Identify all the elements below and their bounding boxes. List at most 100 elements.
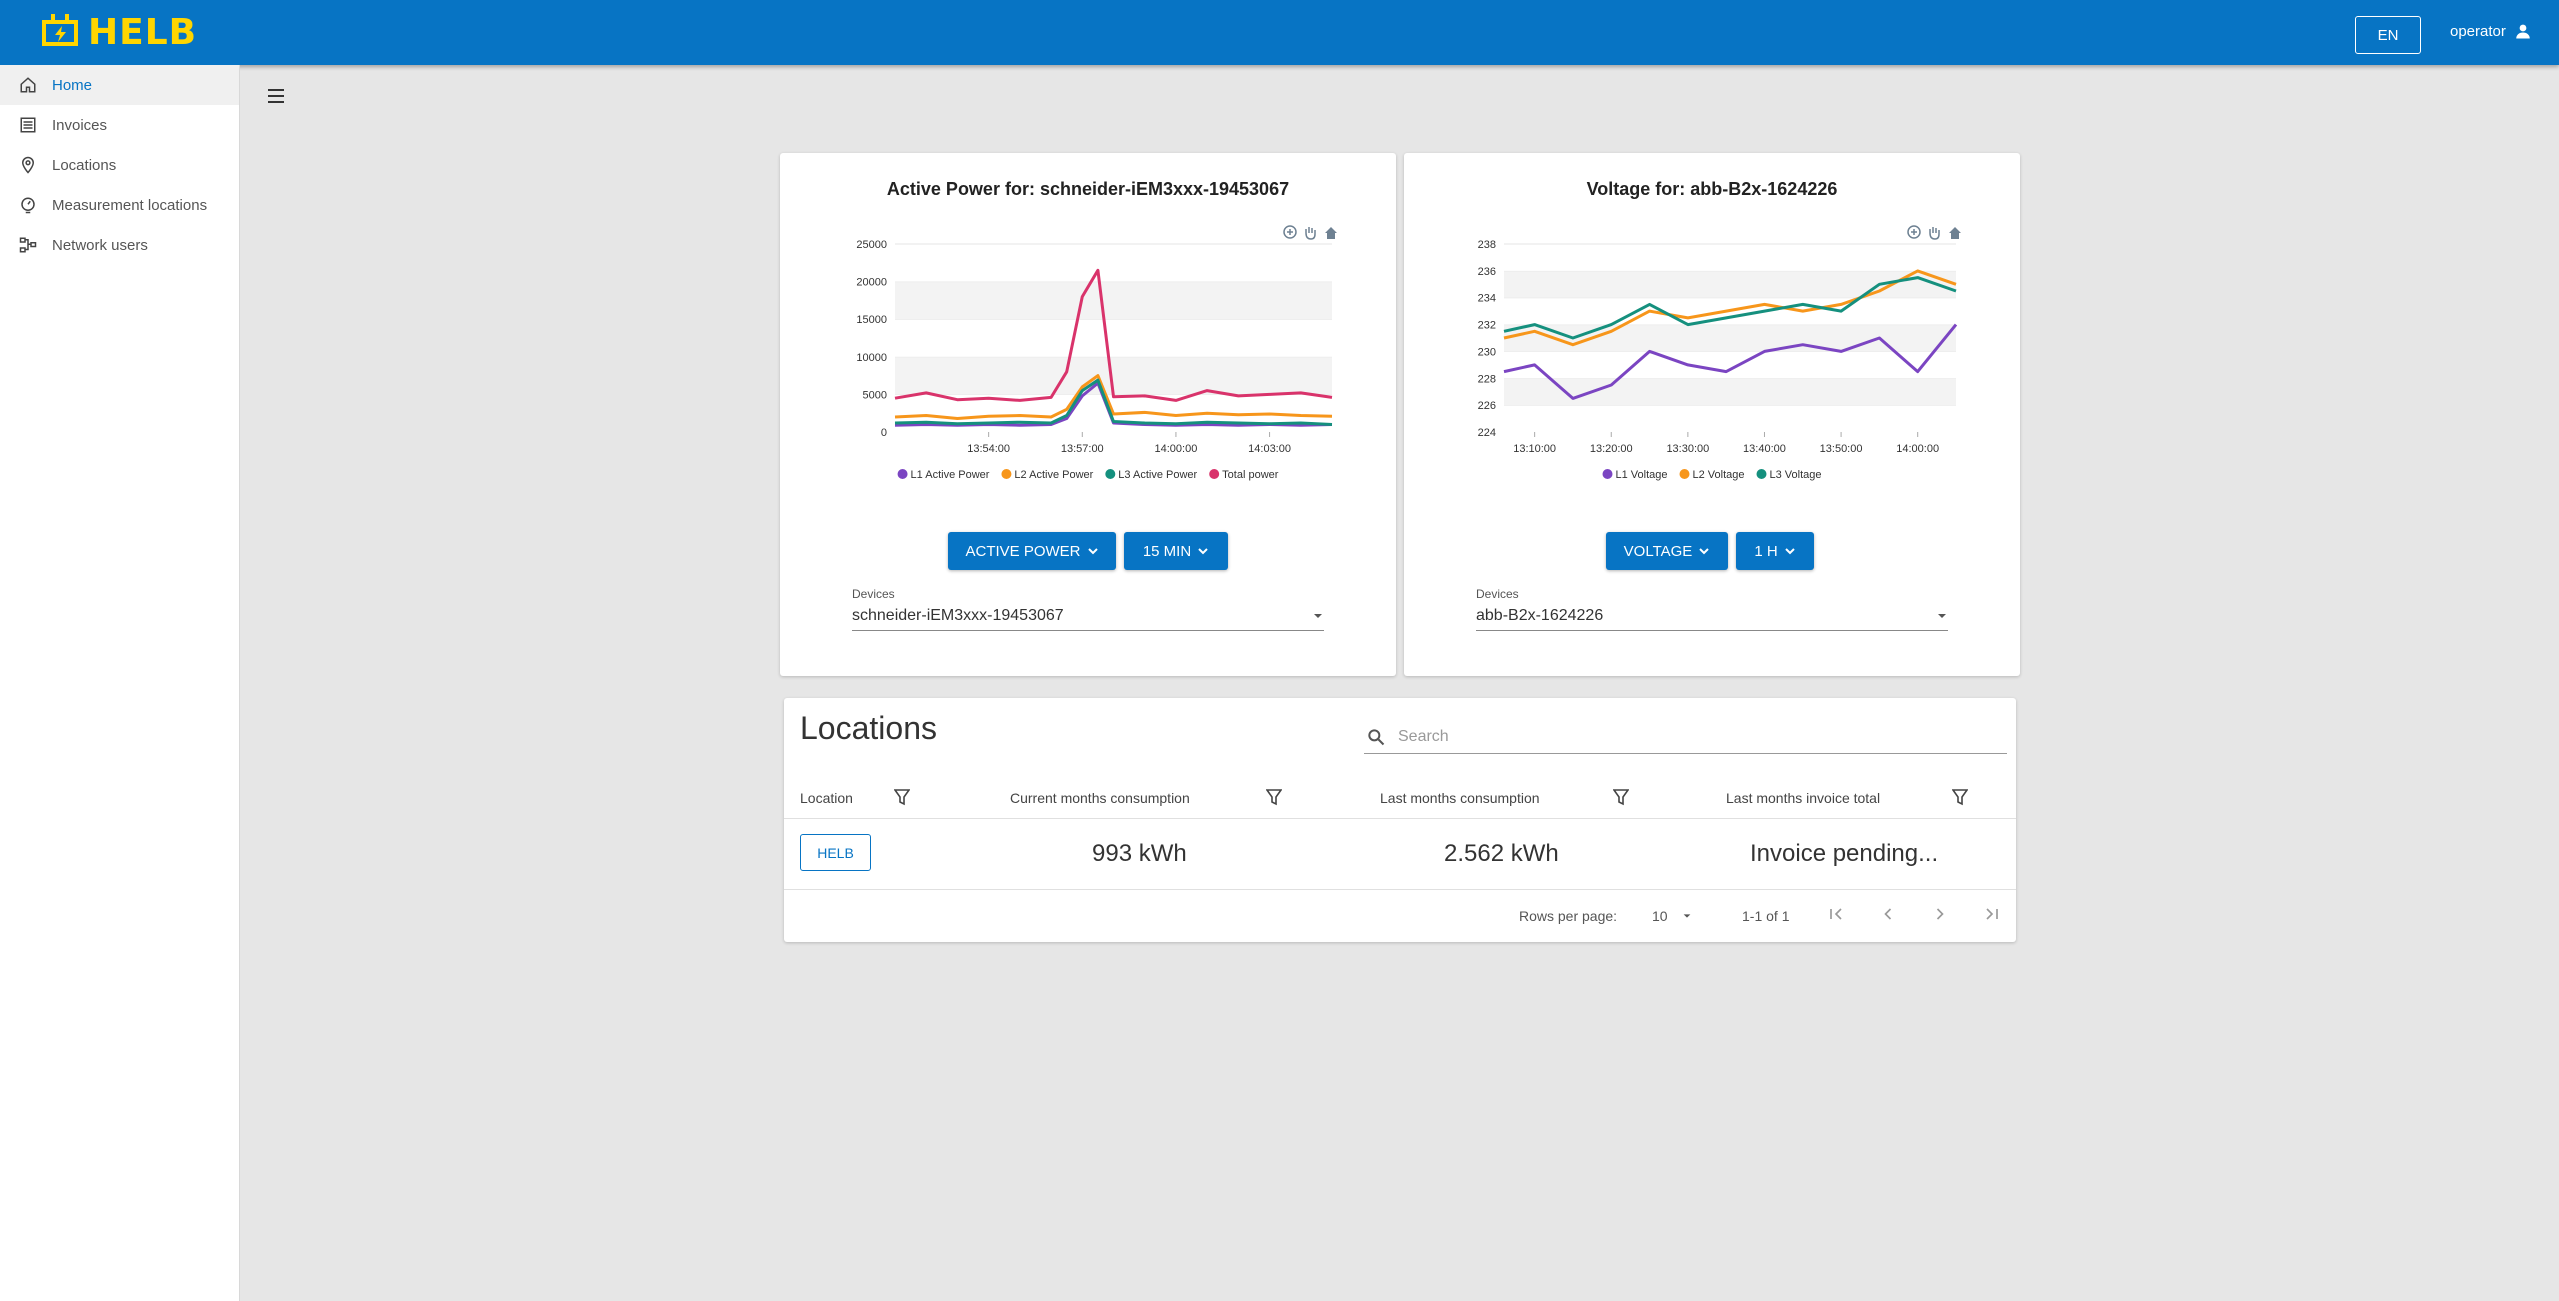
devices-select[interactable]: abb-B2x-1624226 bbox=[1476, 601, 1948, 631]
selected-device: abb-B2x-1624226 bbox=[1476, 606, 1604, 624]
grid-band bbox=[1504, 378, 1956, 406]
legend-label: L3 Voltage bbox=[1770, 469, 1822, 481]
app-logo[interactable]: HELB bbox=[40, 12, 197, 53]
x-tick-label: 13:50:00 bbox=[1820, 443, 1863, 455]
filter-icon[interactable] bbox=[1266, 788, 1282, 806]
rows-per-page-select[interactable]: 10 bbox=[1652, 908, 1692, 924]
pagination-range: 1-1 of 1 bbox=[1742, 908, 1790, 924]
menu-toggle-button[interactable] bbox=[264, 86, 288, 106]
user-menu[interactable]: operator bbox=[2450, 22, 2532, 40]
search-field[interactable]: Search bbox=[1364, 720, 2007, 754]
legend-label: Total power bbox=[1222, 469, 1279, 481]
y-tick-label: 0 bbox=[881, 427, 887, 439]
account-icon bbox=[2516, 24, 2530, 39]
power-chart[interactable]: 0 5000 10000 15000 20000 25000 13:54:00 13:57:0… bbox=[780, 208, 1396, 678]
legend-marker bbox=[1756, 469, 1767, 479]
chart-title: Voltage for: abb-B2x-1624226 bbox=[1586, 179, 1838, 199]
pin-icon bbox=[18, 155, 38, 175]
devices-label: Devices bbox=[852, 587, 895, 601]
x-tick-label: 13:20:00 bbox=[1590, 443, 1633, 455]
legend-marker bbox=[1679, 469, 1690, 479]
chevron-down-icon bbox=[1784, 548, 1795, 555]
language-button[interactable]: EN bbox=[2355, 16, 2421, 54]
legend-marker bbox=[1602, 469, 1613, 479]
next-page-icon[interactable] bbox=[1930, 904, 1950, 924]
range-dropdown-button[interactable]: 15 MIN bbox=[1124, 532, 1228, 570]
locations-title: Locations bbox=[800, 710, 937, 746]
grid-band bbox=[1504, 351, 1956, 379]
series-line bbox=[894, 374, 1333, 420]
divider bbox=[784, 818, 2016, 819]
last-consumption-cell: 2.562 kWh bbox=[1444, 840, 1559, 867]
devices-select[interactable]: schneider-iEM3xxx-19453067 bbox=[852, 601, 1324, 631]
hamburger-icon bbox=[268, 89, 284, 103]
y-tick-label: 236 bbox=[1478, 266, 1496, 278]
x-tick-label: 14:00:00 bbox=[1155, 443, 1198, 455]
sidebar-item-label: Measurement locations bbox=[52, 196, 208, 214]
sidebar-item-measurement-locations[interactable]: Measurement locations bbox=[0, 185, 239, 225]
dropdown-arrow-icon bbox=[1683, 914, 1690, 918]
chevron-down-icon bbox=[1699, 548, 1710, 555]
y-tick-label: 226 bbox=[1478, 400, 1496, 412]
metric-dropdown-button[interactable]: ACTIVE POWER bbox=[948, 532, 1116, 570]
range-dropdown-button[interactable]: 1 H bbox=[1736, 532, 1814, 570]
y-tick-label: 234 bbox=[1478, 293, 1496, 305]
sidebar-item-locations[interactable]: Locations bbox=[0, 145, 239, 185]
zoom-in-icon bbox=[1283, 225, 1297, 239]
legend-marker bbox=[897, 469, 908, 479]
sidebar-item-home[interactable]: Home bbox=[0, 65, 239, 105]
legend-item: L3 Active Power bbox=[1105, 469, 1198, 481]
column-header-location[interactable]: Location bbox=[800, 790, 853, 806]
column-header-current-consumption[interactable]: Current months consumption bbox=[1010, 790, 1190, 806]
legend-marker bbox=[1209, 469, 1220, 479]
legend-label: L2 Active Power bbox=[1014, 469, 1093, 481]
chart-legend: L1 Voltage L2 Voltage L3 Voltage bbox=[1602, 469, 1822, 481]
column-header-last-consumption[interactable]: Last months consumption bbox=[1380, 790, 1540, 806]
grid-band bbox=[1504, 270, 1956, 298]
zoom-in-icon bbox=[1907, 225, 1921, 239]
sidebar-item-label: Home bbox=[52, 76, 93, 94]
legend-item: L2 Voltage bbox=[1679, 469, 1745, 481]
column-header-invoice-total[interactable]: Last months invoice total bbox=[1726, 790, 1881, 806]
legend-item: L2 Active Power bbox=[1001, 469, 1094, 481]
y-tick-label: 228 bbox=[1478, 373, 1496, 385]
legend-label: L2 Voltage bbox=[1693, 469, 1745, 481]
y-tick-label: 238 bbox=[1478, 239, 1496, 251]
previous-page-icon[interactable] bbox=[1878, 904, 1898, 924]
search-placeholder: Search bbox=[1398, 727, 1449, 745]
voltage-chart[interactable]: 224 226 228 230 232 234 236 238 13:10:00 13:20:00… bbox=[1404, 208, 2020, 678]
voltage-chart-card: Voltage for: abb-B2x-1624226 224 226 228 23… bbox=[1404, 153, 2020, 676]
legend-item: Total power bbox=[1209, 469, 1279, 481]
location-button[interactable]: HELB bbox=[800, 834, 871, 871]
plug-logo-icon bbox=[42, 14, 78, 46]
legend-marker bbox=[1105, 469, 1116, 479]
sidebar-item-label: Network users bbox=[52, 236, 148, 254]
sidebar-item-label: Locations bbox=[52, 156, 117, 174]
filter-icon[interactable] bbox=[894, 788, 910, 806]
legend-label: L1 Active Power bbox=[911, 469, 990, 481]
pan-icon bbox=[1305, 227, 1316, 240]
legend-item: L3 Voltage bbox=[1756, 469, 1822, 481]
power-chart-card: Active Power for: schneider-iEM3xxx-1945… bbox=[780, 153, 1396, 676]
y-tick-label: 25000 bbox=[856, 239, 887, 251]
x-tick-label: 13:54:00 bbox=[967, 443, 1010, 455]
y-tick-label: 232 bbox=[1478, 320, 1496, 332]
rows-per-page-value: 10 bbox=[1652, 908, 1668, 924]
filter-icon[interactable] bbox=[1952, 788, 1968, 806]
reset-zoom-home-icon bbox=[1325, 227, 1337, 239]
x-tick-label: 13:10:00 bbox=[1513, 443, 1556, 455]
sidebar-item-invoices[interactable]: Invoices bbox=[0, 105, 239, 145]
locations-card: Locations Search Location Current months… bbox=[784, 698, 2016, 942]
x-tick-label: 13:40:00 bbox=[1743, 443, 1786, 455]
sidebar-item-label: Invoices bbox=[52, 116, 108, 134]
pan-icon bbox=[1929, 227, 1940, 240]
y-tick-label: 230 bbox=[1478, 346, 1496, 358]
filter-icon[interactable] bbox=[1613, 788, 1629, 806]
sidebar-item-network-users[interactable]: Network users bbox=[0, 225, 239, 265]
last-page-icon[interactable] bbox=[1982, 904, 2002, 924]
first-page-icon[interactable] bbox=[1826, 904, 1846, 924]
range-label: 15 MIN bbox=[1142, 542, 1192, 560]
metric-dropdown-button[interactable]: VOLTAGE bbox=[1606, 532, 1728, 570]
search-icon bbox=[1368, 728, 1385, 745]
chart-title: Active Power for: schneider-iEM3xxx-1945… bbox=[886, 179, 1290, 199]
